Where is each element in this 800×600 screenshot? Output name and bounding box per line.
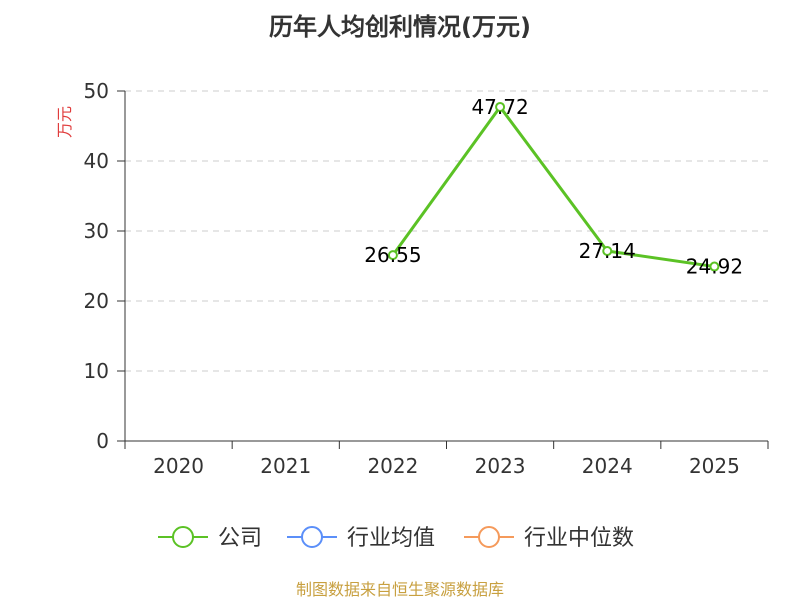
chart-title: 历年人均创利情况(万元) <box>269 13 531 41</box>
legend-marker-icon <box>172 526 194 548</box>
source-note: 制图数据来自恒生聚源数据库 <box>296 580 504 599</box>
data-point <box>709 261 720 272</box>
data-label: 47.72 <box>471 95 528 119</box>
legend-item[interactable]: 行业中位数 <box>464 526 634 551</box>
y-tick-label: 50 <box>84 79 109 103</box>
data-label: 26.55 <box>364 243 421 267</box>
legend-label: 行业中位数 <box>524 526 634 551</box>
legend: 公司 行业均值 行业中位数 <box>158 526 634 551</box>
data-point <box>387 250 398 261</box>
y-axis-label: 万元 <box>55 106 74 138</box>
x-tick-label: 2025 <box>689 454 740 478</box>
legend-marker-icon <box>301 526 323 548</box>
y-tick-label: 0 <box>96 429 109 453</box>
data-label: 27.14 <box>579 239 636 263</box>
legend-marker-icon <box>478 526 500 548</box>
x-tick-label: 2020 <box>153 454 204 478</box>
data-labels: 26.55 47.72 27.14 24.92 <box>364 95 743 279</box>
data-point <box>495 101 506 112</box>
series-line-公司 <box>391 105 715 269</box>
y-tick-label: 40 <box>84 149 109 173</box>
legend-label: 行业均值 <box>347 526 435 551</box>
data-point <box>602 246 613 257</box>
axes: 0 10 20 30 40 50 2020 2021 2022 2023 2024 2025 <box>84 79 769 478</box>
legend-label: 公司 <box>218 526 262 551</box>
grid-lines <box>125 90 768 372</box>
y-tick-label: 30 <box>84 219 109 243</box>
x-tick-label: 2021 <box>260 454 311 478</box>
series-layer <box>387 101 720 272</box>
y-tick-label: 10 <box>84 359 109 383</box>
x-tick-label: 2023 <box>475 454 526 478</box>
legend-item[interactable]: 行业均值 <box>287 526 435 551</box>
legend-item[interactable]: 公司 <box>158 526 262 551</box>
x-tick-label: 2022 <box>367 454 418 478</box>
data-label: 24.92 <box>686 255 743 279</box>
x-tick-label: 2024 <box>582 454 633 478</box>
y-tick-label: 20 <box>84 289 109 313</box>
